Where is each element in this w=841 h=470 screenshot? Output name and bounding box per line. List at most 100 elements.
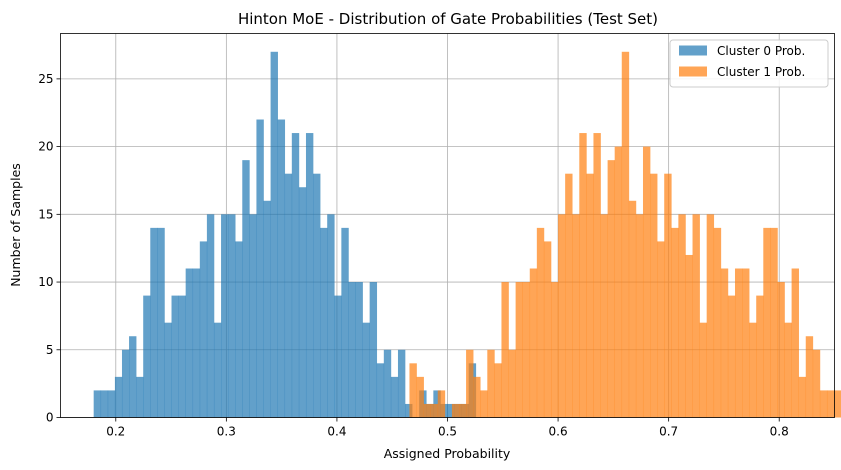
bar-cluster-0 [114, 376, 123, 418]
bar-cluster-1 [720, 268, 729, 418]
bar-cluster-1 [784, 322, 792, 418]
bar-cluster-0 [129, 336, 137, 418]
bar-cluster-1 [473, 376, 481, 418]
bar-cluster-1 [409, 363, 417, 418]
y-axis-ticks: 0 5 10 15 20 25 [38, 72, 61, 425]
x-tick-label: 0.4 [327, 425, 346, 439]
bar-cluster-0 [270, 51, 278, 418]
bar-cluster-0 [221, 214, 229, 418]
legend-label-cluster-0: Cluster 0 Prob. [717, 44, 805, 58]
x-tick-label: 0.5 [438, 425, 457, 439]
bar-cluster-1 [734, 268, 743, 418]
bar-cluster-1 [642, 146, 651, 418]
bar-cluster-1 [430, 403, 439, 418]
bar-cluster-0 [376, 363, 385, 418]
bar-cluster-1 [565, 173, 573, 418]
bar-cluster-0 [263, 200, 271, 418]
bar-cluster-1 [416, 376, 424, 418]
x-tick-label: 0.2 [106, 425, 125, 439]
bar-cluster-0 [405, 403, 413, 418]
bar-cluster-1 [742, 268, 750, 418]
bar-cluster-1 [494, 363, 502, 418]
bar-cluster-1 [635, 214, 644, 418]
bar-cluster-0 [256, 119, 264, 418]
bar-cluster-0 [390, 376, 399, 418]
bar-cluster-1 [522, 282, 531, 418]
bar-cluster-1 [466, 349, 474, 418]
x-axis-label: Assigned Probability [384, 446, 511, 461]
bar-cluster-1 [508, 349, 516, 418]
bar-cluster-1 [706, 214, 715, 418]
bar-cluster-0 [447, 403, 455, 418]
bar-cluster-1 [423, 403, 431, 418]
bar-cluster-1 [805, 336, 814, 418]
y-tick-label: 0 [46, 411, 54, 425]
bar-cluster-0 [341, 227, 349, 418]
bar-cluster-1 [543, 241, 552, 418]
bar-cluster-0 [178, 295, 186, 418]
bar-cluster-0 [355, 282, 363, 418]
bar-cluster-1 [798, 376, 807, 418]
bar-cluster-1 [550, 282, 559, 418]
bar-cluster-0 [327, 214, 335, 418]
histogram-bars [93, 51, 841, 418]
x-tick-label: 0.6 [549, 425, 568, 439]
y-axis-label: Number of Samples [8, 163, 23, 287]
bar-cluster-1 [777, 282, 785, 418]
bar-cluster-0 [199, 241, 208, 418]
bar-cluster-0 [383, 349, 392, 418]
bar-cluster-0 [320, 227, 328, 418]
bar-cluster-0 [298, 187, 307, 418]
bar-cluster-1 [614, 146, 623, 418]
bar-cluster-0 [121, 349, 130, 418]
bar-cluster-0 [334, 295, 342, 418]
bar-cluster-1 [664, 173, 672, 418]
bar-cluster-1 [536, 227, 545, 418]
bar-cluster-0 [291, 133, 300, 418]
bar-cluster-0 [100, 390, 109, 418]
bar-cluster-0 [348, 282, 356, 418]
bar-cluster-0 [150, 227, 158, 418]
bar-cluster-0 [93, 390, 102, 418]
chart-title: Hinton MoE - Distribution of Gate Probab… [238, 10, 658, 28]
y-tick-label: 20 [38, 140, 53, 154]
bar-cluster-1 [572, 214, 580, 418]
bar-cluster-0 [242, 160, 250, 418]
bar-cluster-1 [529, 268, 538, 418]
bar-cluster-1 [593, 133, 601, 418]
bar-cluster-1 [699, 322, 707, 418]
bar-cluster-1 [819, 390, 828, 418]
bar-cluster-1 [586, 173, 594, 418]
bar-cluster-0 [107, 390, 116, 418]
bar-cluster-0 [305, 133, 314, 418]
bar-cluster-1 [437, 390, 446, 418]
bar-cluster-0 [369, 282, 378, 418]
y-tick-label: 5 [46, 343, 54, 357]
bar-cluster-1 [650, 173, 658, 418]
bar-cluster-0 [213, 322, 222, 418]
bar-cluster-0 [313, 173, 321, 418]
y-tick-label: 15 [38, 207, 53, 221]
bar-cluster-1 [692, 214, 700, 418]
bar-cluster-1 [727, 295, 736, 418]
bar-cluster-0 [136, 376, 144, 418]
bar-cluster-0 [164, 322, 172, 418]
bar-cluster-0 [284, 173, 293, 418]
bar-cluster-1 [600, 214, 608, 418]
bar-cluster-0 [397, 349, 406, 418]
bar-cluster-0 [157, 227, 165, 418]
bar-cluster-0 [235, 241, 243, 418]
bar-cluster-1 [685, 254, 693, 418]
bar-cluster-0 [171, 295, 179, 418]
bar-cluster-0 [228, 214, 236, 418]
bar-cluster-1 [770, 227, 778, 418]
y-tick-label: 25 [38, 72, 53, 86]
bar-cluster-1 [749, 322, 757, 418]
x-tick-label: 0.8 [770, 425, 789, 439]
legend-swatch-cluster-0 [679, 45, 707, 56]
bar-cluster-1 [501, 282, 509, 418]
bar-cluster-0 [362, 322, 370, 418]
bar-cluster-1 [756, 295, 764, 418]
x-tick-label: 0.7 [659, 425, 678, 439]
bar-cluster-0 [185, 268, 194, 418]
